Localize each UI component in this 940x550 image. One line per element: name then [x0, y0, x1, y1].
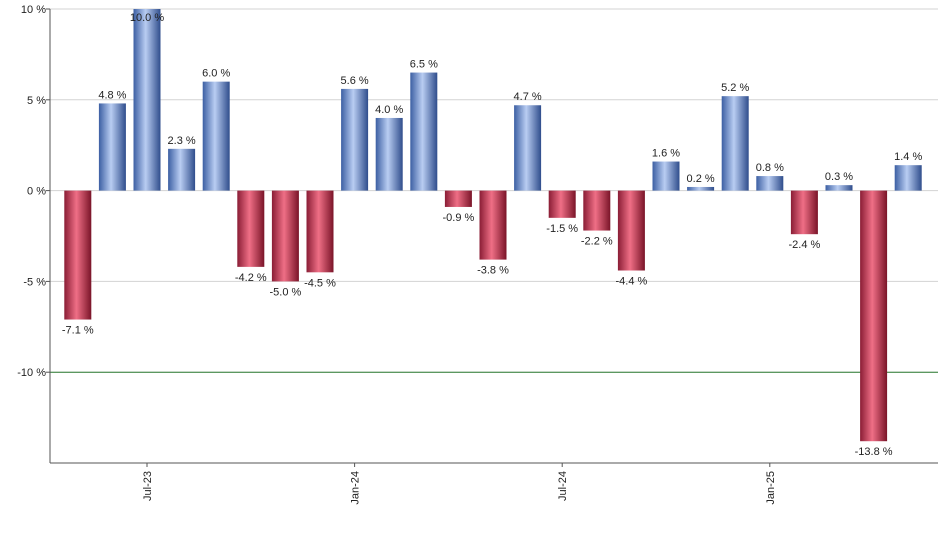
bar	[410, 72, 438, 191]
bar-value-label: -3.8 %	[477, 265, 509, 277]
bar	[860, 190, 888, 442]
bar-value-label: -13.8 %	[855, 446, 893, 458]
bar	[790, 190, 818, 235]
bar	[64, 190, 92, 320]
bar-value-label: 0.3 %	[825, 171, 853, 183]
bar-value-label: 2.3 %	[168, 135, 196, 147]
bar	[98, 103, 126, 191]
bar	[271, 190, 299, 282]
bar-value-label: -1.5 %	[546, 223, 578, 235]
bar	[202, 81, 230, 191]
bar-series	[64, 9, 922, 442]
bar-value-label: -4.2 %	[235, 272, 267, 284]
bar	[514, 105, 542, 191]
bar	[133, 9, 161, 191]
bar-value-label: -2.4 %	[789, 239, 821, 251]
bar	[687, 186, 715, 191]
y-tick-label: -5 %	[23, 276, 46, 288]
bar-value-label: -2.2 %	[581, 236, 613, 248]
y-tick-label: 5 %	[27, 95, 46, 107]
bar	[444, 190, 472, 207]
bar	[721, 96, 749, 191]
bar-value-label: 0.2 %	[687, 173, 715, 185]
bar-value-label: -7.1 %	[62, 325, 94, 337]
bar-value-label: 6.0 %	[202, 68, 230, 80]
bar	[168, 148, 196, 191]
bar	[548, 190, 576, 218]
bar-value-label: 4.8 %	[98, 89, 126, 101]
x-tick-label: Jan-24	[350, 471, 362, 505]
bar	[825, 185, 853, 191]
x-tick-label: Jan-25	[765, 471, 777, 505]
bar-value-label: 10.0 %	[130, 12, 164, 24]
bar-value-label: -5.0 %	[270, 286, 302, 298]
bar	[341, 88, 369, 191]
bar	[756, 176, 784, 191]
bar-value-label: 1.6 %	[652, 148, 680, 160]
bar	[583, 190, 611, 231]
bar	[237, 190, 265, 267]
axes	[46, 8, 938, 467]
bar-value-label: 0.8 %	[756, 162, 784, 174]
y-tick-labels: 10 % 5 % 0 % -5 % -10 %	[17, 4, 46, 379]
bar-value-label: 4.0 %	[375, 104, 403, 116]
y-tick-label: 10 %	[21, 4, 46, 16]
x-tick-label: Jul-23	[142, 471, 154, 501]
bar-value-labels: -7.1 %4.8 %10.0 %2.3 %6.0 %-4.2 %-5.0 %-…	[62, 12, 923, 458]
bar	[617, 190, 645, 271]
bar-value-label: 4.7 %	[514, 91, 542, 103]
bar-value-label: -4.5 %	[304, 277, 336, 289]
bar	[306, 190, 334, 273]
bar-value-label: 1.4 %	[894, 151, 922, 163]
x-tick-labels: Jul-23 Jan-24 Jul-24 Jan-25	[142, 471, 777, 505]
bar-value-label: 5.2 %	[721, 82, 749, 94]
bar-value-label: 5.6 %	[341, 75, 369, 87]
bar	[894, 165, 922, 191]
y-tick-label: 0 %	[27, 186, 46, 198]
bar-value-label: -4.4 %	[616, 276, 648, 288]
bar	[375, 117, 403, 191]
y-tick-label: -10 %	[17, 367, 46, 379]
bar-value-label: 6.5 %	[410, 59, 438, 71]
bar-value-label: -0.9 %	[443, 212, 475, 224]
bar	[652, 161, 680, 191]
x-tick-label: Jul-24	[557, 471, 569, 501]
bar	[479, 190, 507, 260]
